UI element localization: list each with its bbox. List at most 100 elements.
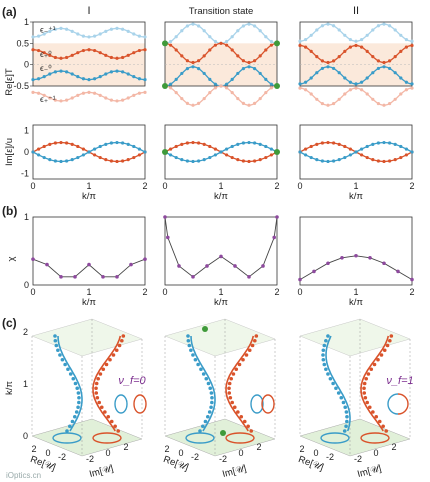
point-red	[393, 55, 397, 59]
point-traj-blue	[71, 376, 76, 381]
point-light_blue	[70, 29, 74, 33]
point-red	[230, 48, 234, 52]
point-light_red	[132, 93, 136, 97]
line-light_blue	[299, 23, 413, 42]
point-light_red	[104, 96, 108, 100]
point-traj-blue	[207, 410, 212, 414]
xlabel-im: k/π	[214, 191, 228, 202]
point-blue	[258, 71, 262, 76]
point-traj-blue	[189, 348, 193, 353]
point-traj-red	[103, 410, 107, 414]
point-red	[388, 59, 392, 63]
point-chi	[410, 277, 414, 282]
point-im-blue	[247, 140, 251, 145]
xlabel-3d: Re[𝒰]	[162, 454, 190, 473]
point-light_red	[191, 103, 195, 107]
xlabel-im: k/π	[82, 191, 96, 202]
point-blue	[399, 76, 403, 80]
point-traj-red	[96, 376, 100, 381]
point-red	[174, 48, 178, 52]
point-red	[126, 53, 130, 57]
point-red	[264, 48, 268, 52]
ylabel-re: Re[ε]T	[4, 68, 15, 96]
degeneracy-marker	[274, 149, 280, 155]
point-light_blue	[247, 22, 251, 26]
point-im-red	[121, 159, 125, 163]
point-light_red	[126, 96, 130, 100]
point-blue	[376, 66, 380, 71]
point-light_blue	[48, 29, 52, 33]
xtick-label-chi: 1	[86, 287, 91, 297]
panel-label-c: (c)	[2, 316, 17, 330]
point-light_blue	[185, 24, 189, 28]
point-red	[348, 45, 352, 49]
point-light_blue	[180, 29, 184, 33]
point-light_red	[360, 88, 364, 92]
point-im-red	[258, 158, 262, 162]
point-im-blue	[37, 153, 41, 157]
point-im-red	[337, 142, 341, 146]
ytick-label-im: 1	[24, 125, 29, 135]
floor-plane	[299, 418, 411, 457]
point-im-red	[81, 147, 85, 151]
point-im-blue	[70, 158, 74, 162]
point-traj-blue	[193, 357, 198, 362]
xtick-label-3d: 0	[45, 448, 50, 458]
point-traj-red	[385, 343, 390, 348]
point-traj-red	[249, 429, 254, 433]
point-chi	[143, 257, 147, 261]
point-im-blue	[87, 150, 91, 154]
point-traj-blue	[210, 395, 214, 400]
point-traj-red	[362, 391, 367, 395]
point-im-blue	[320, 159, 324, 163]
xtick-label-im: 0	[297, 181, 302, 191]
point-red	[53, 55, 58, 60]
point-traj-blue	[54, 343, 59, 348]
point-traj-red	[230, 400, 235, 405]
point-blue	[132, 75, 136, 79]
point-traj-red	[247, 348, 252, 353]
point-im-blue	[399, 144, 403, 149]
point-traj-blue	[63, 362, 67, 367]
point-traj-blue	[326, 334, 330, 338]
ytick-label-chi: 1	[24, 212, 29, 222]
point-light_blue	[309, 33, 313, 37]
point-im-blue	[104, 142, 108, 146]
point-blue	[59, 69, 63, 73]
axes-frame-chi	[299, 216, 413, 286]
point-light_blue	[354, 39, 358, 43]
xtick-label-3d: 2	[299, 444, 304, 454]
point-im-red	[382, 159, 386, 164]
point-im-red	[236, 158, 240, 162]
point-blue	[354, 82, 358, 86]
ztick-label: 1	[23, 379, 28, 389]
point-red	[241, 59, 245, 63]
point-blue	[393, 71, 397, 75]
point-blue	[76, 75, 80, 79]
point-traj-red	[389, 334, 394, 338]
point-blue	[343, 76, 347, 80]
column-title-i: I	[87, 5, 90, 17]
point-red	[382, 60, 386, 65]
point-light_blue	[376, 24, 380, 28]
point-light_red	[121, 98, 125, 102]
point-blue	[65, 70, 69, 74]
xtick-label-im: 1	[353, 181, 358, 191]
point-traj-red	[104, 362, 109, 367]
point-light_blue	[337, 28, 341, 32]
point-red	[309, 49, 313, 53]
trajectory-red	[92, 335, 122, 432]
point-im-blue	[213, 153, 217, 157]
point-traj-blue	[77, 395, 81, 400]
point-red	[332, 59, 336, 63]
ytick-label-3d: 2	[256, 442, 261, 452]
ytick-label-chi: 0	[24, 280, 29, 290]
point-im-blue	[376, 141, 380, 145]
point-light_blue	[174, 35, 178, 39]
point-red	[326, 60, 330, 65]
point-chi	[59, 275, 63, 279]
point-light_blue	[404, 37, 408, 42]
point-light_red	[269, 86, 273, 90]
point-traj-blue	[76, 405, 80, 410]
point-blue	[169, 82, 173, 86]
